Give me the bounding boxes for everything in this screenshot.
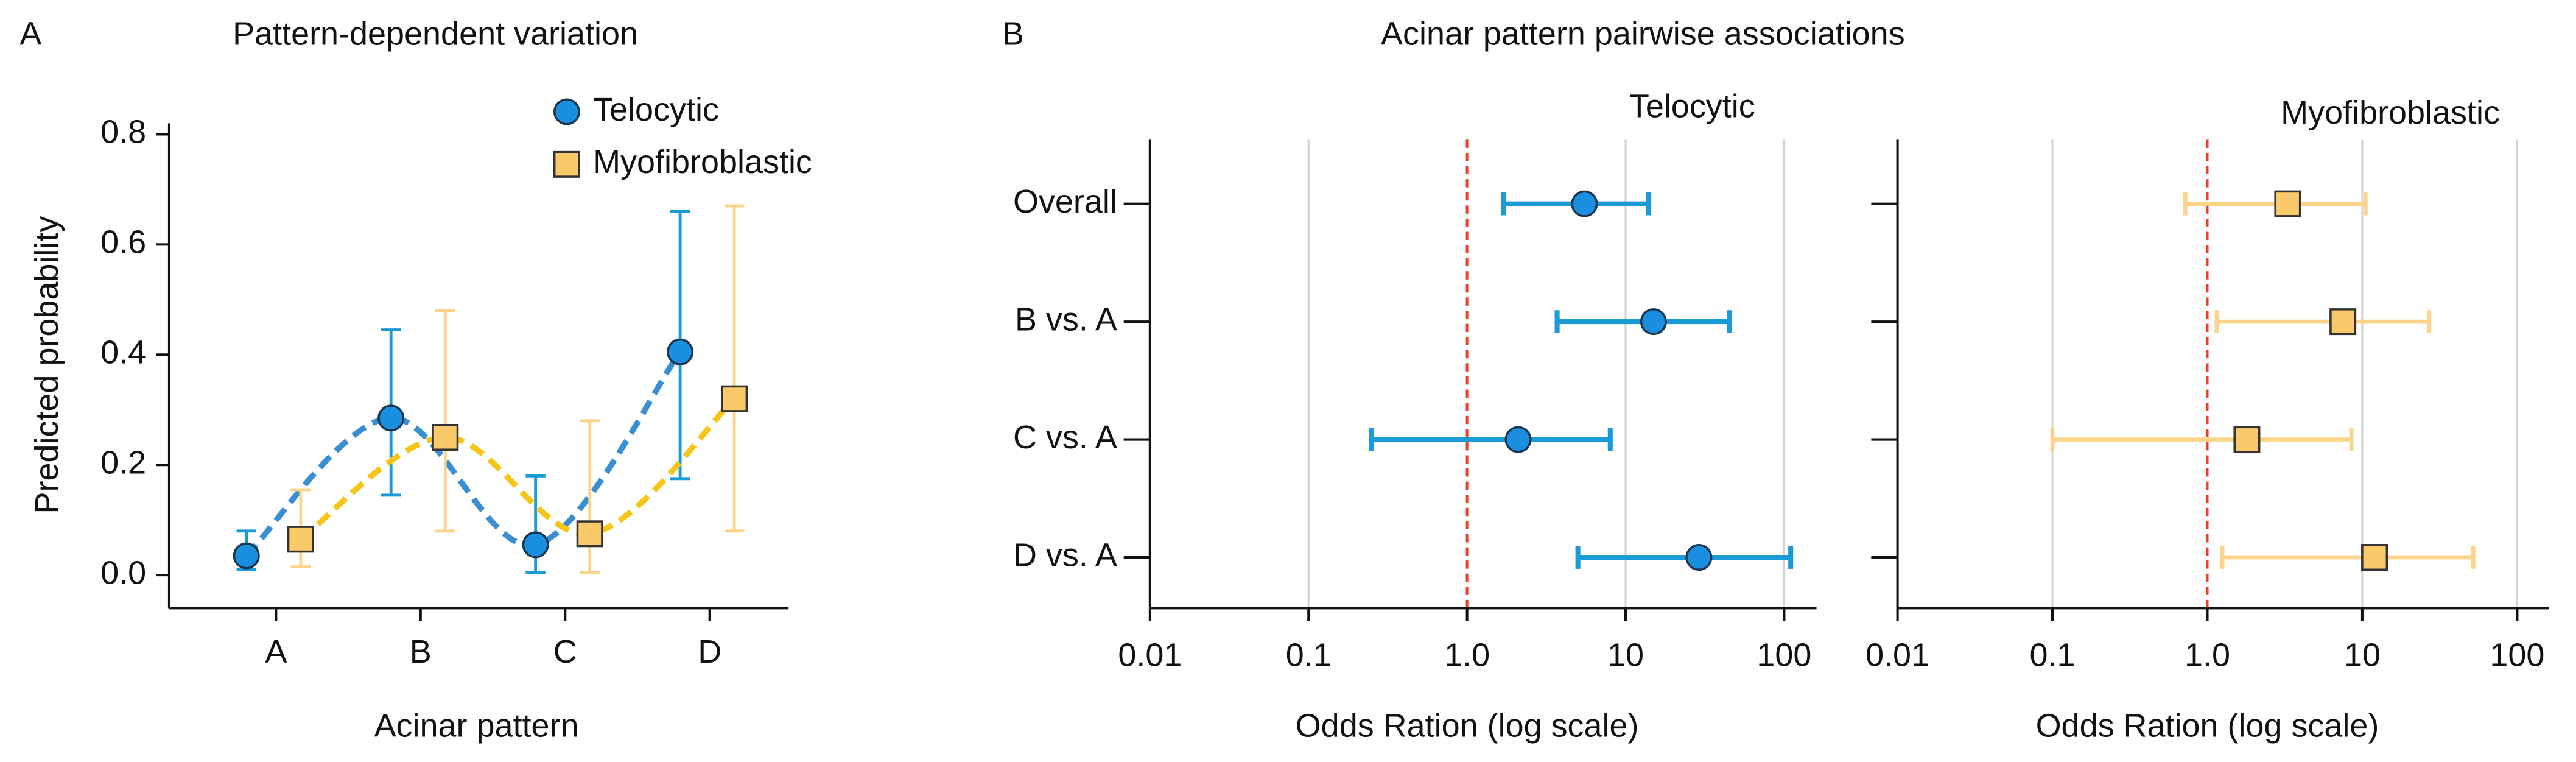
y-axis-label: Predicted probability xyxy=(29,216,65,514)
trend-curve xyxy=(244,350,683,558)
panel-label: B xyxy=(1002,16,1024,52)
marker xyxy=(553,98,580,125)
panel-label: A xyxy=(19,16,41,52)
y-tick-label: C vs. A xyxy=(1013,419,1117,456)
x-axis-label: Odds Ration (log scale) xyxy=(2036,708,2379,744)
marker xyxy=(721,385,748,412)
marker xyxy=(432,424,459,451)
marker xyxy=(233,542,260,570)
x-tick-label: A xyxy=(265,633,287,670)
y-tick-label: B vs. A xyxy=(1015,301,1117,337)
marker xyxy=(553,150,580,178)
x-tick-label: 0.01 xyxy=(1865,637,1929,674)
x-tick-label: 0.1 xyxy=(2030,637,2076,674)
legend-label: Telocytic xyxy=(593,91,719,128)
x-axis-label: Acinar pattern xyxy=(374,708,579,744)
x-tick-label: 1.0 xyxy=(1444,637,1490,674)
x-tick-label: 10 xyxy=(2344,637,2381,674)
marker xyxy=(2329,308,2357,336)
x-tick-label: 0.1 xyxy=(1286,637,1332,674)
x-axis-label: Odds Ration (log scale) xyxy=(1296,708,1639,744)
x-tick-label: D xyxy=(698,633,721,670)
x-tick-label: 0.01 xyxy=(1118,637,1182,674)
marker xyxy=(2274,190,2301,217)
marker xyxy=(576,520,603,548)
marker xyxy=(1640,308,1667,336)
marker xyxy=(522,531,549,559)
x-tick-label: 1.0 xyxy=(2185,637,2230,674)
marker xyxy=(667,338,694,365)
chart-subtitle: Telocytic xyxy=(1629,88,1755,124)
chart-title: Pattern-dependent variation xyxy=(233,16,638,52)
trend-curve xyxy=(299,397,737,542)
marker xyxy=(1504,426,1532,453)
y-tick-label: 0.4 xyxy=(100,334,146,371)
y-tick-label: Overall xyxy=(1013,183,1117,220)
marker xyxy=(2361,544,2388,571)
x-tick-label: C xyxy=(553,633,577,670)
marker xyxy=(1571,190,1598,217)
chart-title: Acinar pattern pairwise associations xyxy=(1381,16,1905,52)
x-tick-label: B xyxy=(410,633,432,670)
chart-subtitle: Myofibroblastic xyxy=(2281,94,2500,131)
y-tick-label: D vs. A xyxy=(1013,537,1117,573)
x-tick-label: 100 xyxy=(2490,637,2544,674)
marker xyxy=(2233,426,2261,453)
y-tick-label: 0.0 xyxy=(100,554,146,591)
y-tick-label: 0.2 xyxy=(100,444,146,481)
marker xyxy=(287,526,314,553)
legend-label: Myofibroblastic xyxy=(593,144,812,180)
marker xyxy=(377,404,405,432)
y-tick-label: 0.8 xyxy=(100,114,146,150)
x-tick-label: 100 xyxy=(1757,637,1811,674)
x-tick-label: 10 xyxy=(1607,637,1644,674)
y-tick-label: 0.6 xyxy=(100,224,146,261)
marker xyxy=(1685,544,1713,571)
